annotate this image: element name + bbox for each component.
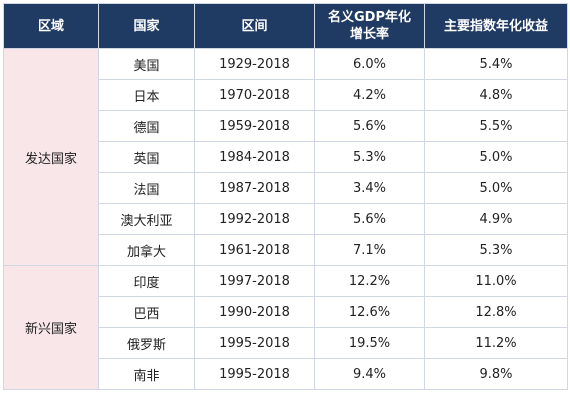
index-cell: 12.8% (424, 296, 568, 328)
period-cell: 1997-2018 (194, 265, 315, 297)
table-row: 南非 1995-2018 9.4% 9.8% (4, 358, 568, 390)
gdp-cell: 7.1% (314, 234, 425, 266)
table-row: 巴西 1990-2018 12.6% 12.8% (4, 296, 568, 328)
gdp-cell: 19.5% (314, 327, 425, 359)
header-gdp-line1: 名义GDP年化 (328, 10, 411, 25)
period-cell: 1992-2018 (194, 203, 315, 235)
table-row: 法国 1987-2018 3.4% 5.0% (4, 172, 568, 204)
index-cell: 11.0% (424, 265, 568, 297)
header-index: 主要指数年化收益 (424, 3, 568, 49)
gdp-cell: 3.4% (314, 172, 425, 204)
index-cell: 4.8% (424, 79, 568, 111)
table-header: 区域 国家 区间 名义GDP年化 增长率 主要指数年化收益 (3, 3, 568, 49)
table-body: 发达国家 美国 1929-2018 6.0% 5.4% 日本 1970-2018… (3, 48, 568, 390)
period-cell: 1970-2018 (194, 79, 315, 111)
table-row: 澳大利亚 1992-2018 5.6% 4.9% (4, 203, 568, 235)
index-cell: 11.2% (424, 327, 568, 359)
header-gdp-line2: 增长率 (349, 27, 389, 42)
data-table: 区域 国家 区间 名义GDP年化 增长率 主要指数年化收益 发达国家 美国 192… (3, 3, 568, 390)
period-cell: 1990-2018 (194, 296, 315, 328)
period-cell: 1987-2018 (194, 172, 315, 204)
gdp-cell: 9.4% (314, 358, 425, 390)
table-row: 英国 1984-2018 5.3% 5.0% (4, 141, 568, 173)
period-cell: 1959-2018 (194, 110, 315, 142)
index-cell: 4.9% (424, 203, 568, 235)
country-cell: 德国 (98, 110, 195, 142)
table-row: 发达国家 美国 1929-2018 6.0% 5.4% (3, 48, 568, 266)
region-cell: 新兴国家 (3, 265, 99, 390)
gdp-cell: 12.2% (314, 265, 425, 297)
country-cell: 法国 (98, 172, 195, 204)
table-row: 加拿大 1961-2018 7.1% 5.3% (4, 234, 568, 266)
table-row: 俄罗斯 1995-2018 19.5% 11.2% (4, 327, 568, 359)
header-region: 区域 (3, 3, 99, 49)
gdp-cell: 4.2% (314, 79, 425, 111)
header-row: 区域 国家 区间 名义GDP年化 增长率 主要指数年化收益 (3, 3, 568, 49)
index-cell: 5.5% (424, 110, 568, 142)
country-cell: 澳大利亚 (98, 203, 195, 235)
period-cell: 1995-2018 (194, 327, 315, 359)
country-cell: 南非 (98, 358, 195, 390)
table-row: 日本 1970-2018 4.2% 4.8% (4, 79, 568, 111)
region-cell: 发达国家 (3, 48, 99, 266)
data-table-container: 区域 国家 区间 名义GDP年化 增长率 主要指数年化收益 发达国家 美国 192… (3, 3, 568, 397)
period-cell: 1984-2018 (194, 141, 315, 173)
index-cell: 5.0% (424, 141, 568, 173)
period-cell: 1961-2018 (194, 234, 315, 266)
country-cell: 日本 (98, 79, 195, 111)
gdp-cell: 12.6% (314, 296, 425, 328)
gdp-cell: 5.6% (314, 110, 425, 142)
gdp-cell: 5.3% (314, 141, 425, 173)
header-gdp: 名义GDP年化 增长率 (314, 3, 425, 49)
period-cell: 1995-2018 (194, 358, 315, 390)
index-cell: 5.4% (424, 48, 568, 80)
gdp-cell: 5.6% (314, 203, 425, 235)
period-cell: 1929-2018 (194, 48, 315, 80)
index-cell: 5.0% (424, 172, 568, 204)
country-cell: 印度 (98, 265, 195, 297)
country-cell: 英国 (98, 141, 195, 173)
country-cell: 俄罗斯 (98, 327, 195, 359)
index-cell: 5.3% (424, 234, 568, 266)
country-cell: 美国 (98, 48, 195, 80)
header-period: 区间 (194, 3, 315, 49)
header-country: 国家 (98, 3, 195, 49)
index-cell: 9.8% (424, 358, 568, 390)
gdp-cell: 6.0% (314, 48, 425, 80)
country-cell: 巴西 (98, 296, 195, 328)
table-row: 新兴国家 印度 1997-2018 12.2% 11.0% (3, 265, 568, 390)
country-cell: 加拿大 (98, 234, 195, 266)
table-row: 德国 1959-2018 5.6% 5.5% (4, 110, 568, 142)
